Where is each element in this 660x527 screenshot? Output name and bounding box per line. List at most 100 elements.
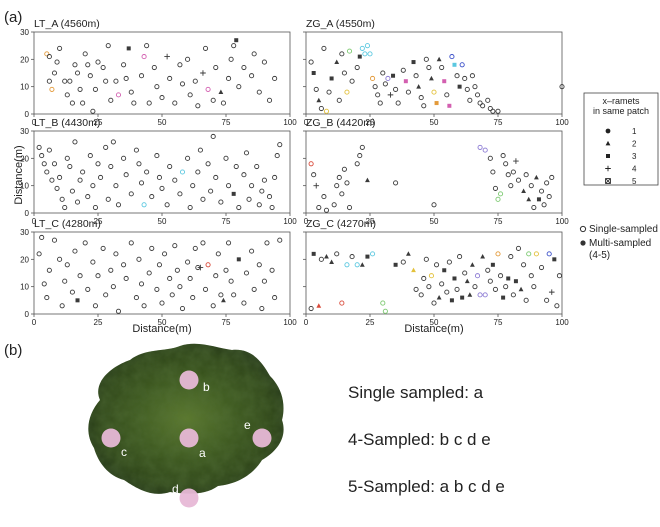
data-point	[510, 169, 516, 175]
data-point	[490, 262, 495, 267]
sample-point-e	[252, 428, 272, 448]
data-point	[249, 248, 255, 254]
data-point	[218, 292, 224, 298]
data-point	[346, 48, 353, 54]
y-tick-label: 0	[25, 310, 30, 319]
data-point	[236, 257, 241, 262]
data-point	[503, 284, 509, 290]
data-point	[208, 188, 214, 194]
x-tick-label: 25	[94, 217, 103, 226]
scatter-panel: ZG_A (4550m) 0 25 50 75 100	[303, 18, 569, 127]
multi-sampled-marker	[580, 240, 586, 246]
data-point	[449, 298, 454, 303]
data-point	[177, 284, 183, 290]
data-point	[226, 183, 232, 189]
data-point	[359, 262, 365, 267]
data-point	[274, 153, 280, 159]
data-point	[477, 100, 483, 106]
data-point	[200, 196, 206, 202]
scatter-panel: ZG_B (4420m)0 25 50 75 100	[303, 117, 569, 226]
data-point	[77, 177, 83, 183]
data-point	[131, 100, 137, 106]
data-point	[272, 295, 278, 301]
data-point	[213, 174, 219, 181]
data-point	[498, 273, 504, 279]
x-tick-label: 50	[430, 118, 439, 127]
data-point	[213, 273, 219, 279]
data-point	[159, 185, 165, 191]
data-point	[256, 202, 262, 208]
data-point	[92, 204, 98, 211]
data-point	[487, 155, 493, 161]
data-point	[128, 191, 134, 197]
data-point	[365, 254, 370, 259]
sample-label-e: e	[244, 418, 251, 432]
data-point	[95, 59, 101, 65]
data-point	[133, 147, 139, 153]
ramet-legend-box	[583, 92, 659, 186]
data-point	[318, 105, 324, 112]
legend-label: 3	[632, 152, 637, 161]
data-point	[187, 92, 193, 98]
data-point	[144, 43, 150, 49]
data-point	[256, 89, 262, 95]
data-point	[90, 108, 96, 114]
data-point	[503, 161, 509, 167]
x-tick-label: 25	[366, 118, 375, 127]
data-point	[210, 97, 216, 103]
data-point	[57, 174, 63, 181]
data-point	[521, 188, 526, 194]
data-point	[395, 100, 401, 106]
data-point	[95, 161, 101, 167]
data-point	[226, 240, 232, 246]
data-point	[95, 273, 101, 279]
data-point	[508, 183, 514, 189]
data-point	[436, 56, 442, 62]
data-point	[505, 172, 511, 178]
data-point	[185, 259, 191, 265]
data-point	[311, 172, 317, 178]
legend-marker	[605, 140, 611, 146]
data-point	[311, 251, 316, 256]
data-point	[272, 75, 278, 82]
data-point	[202, 45, 209, 51]
panel-b-label: (b)	[4, 342, 22, 359]
data-point	[359, 144, 365, 150]
data-point	[423, 256, 429, 262]
data-point	[49, 86, 55, 92]
data-point	[534, 174, 539, 180]
single-sampled-text: Single sampled: a	[348, 383, 484, 402]
data-point	[190, 183, 196, 189]
data-point	[74, 199, 81, 205]
panel-a-label: (a)	[4, 9, 22, 26]
data-point	[87, 153, 93, 159]
data-point	[344, 89, 350, 95]
data-point	[321, 194, 327, 200]
data-point	[233, 163, 239, 170]
data-point	[115, 308, 122, 314]
data-point	[164, 53, 170, 60]
data-point	[41, 161, 47, 167]
data-point	[195, 103, 201, 109]
x-tick-label: 100	[283, 118, 297, 127]
data-point	[200, 240, 206, 246]
data-point	[426, 284, 432, 290]
data-point	[416, 84, 422, 89]
x-axis-label-right: Distance(m)	[404, 323, 463, 335]
data-point	[77, 273, 83, 279]
data-point	[205, 262, 211, 268]
data-point	[467, 292, 473, 297]
data-point	[172, 100, 178, 106]
data-point	[277, 142, 283, 148]
data-point	[51, 161, 58, 167]
data-point	[69, 289, 75, 295]
x-tick-label: 50	[430, 318, 439, 327]
data-point	[311, 71, 316, 75]
panel-title: LT_A (4560m)	[34, 18, 100, 30]
data-point	[482, 292, 488, 298]
data-point	[51, 70, 58, 76]
y-tick-label: 30	[20, 28, 29, 37]
data-point	[192, 245, 198, 251]
data-point	[236, 84, 242, 90]
data-point	[64, 262, 70, 268]
